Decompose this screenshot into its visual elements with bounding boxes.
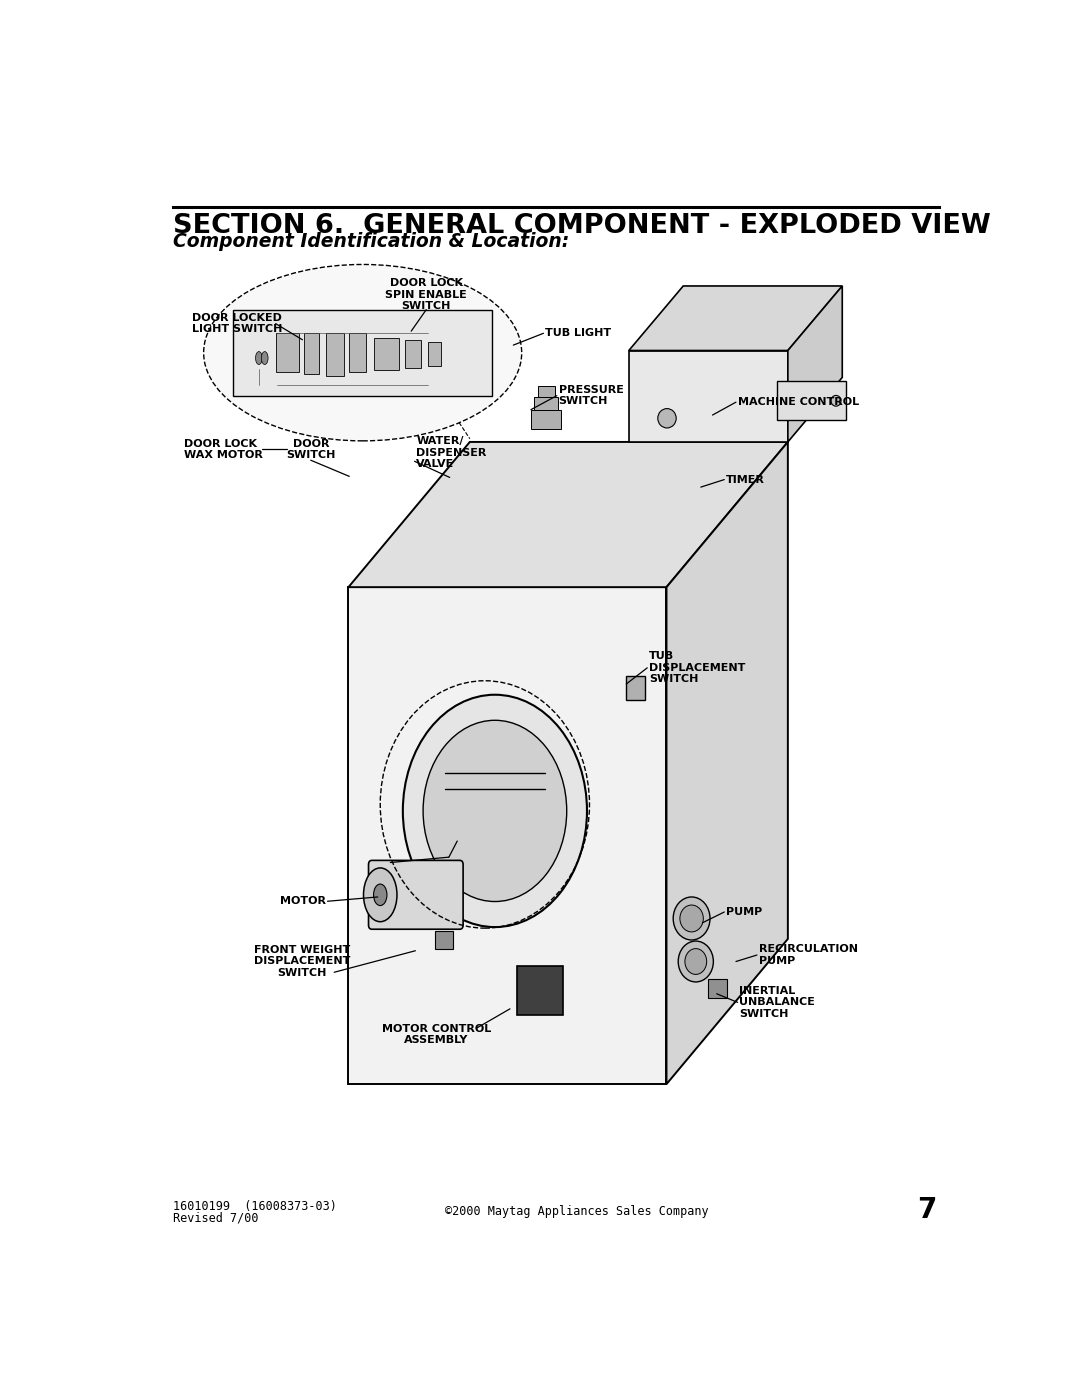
FancyBboxPatch shape <box>531 409 562 429</box>
Polygon shape <box>629 351 788 441</box>
Text: TUB LIGHT: TUB LIGHT <box>545 328 611 338</box>
Ellipse shape <box>403 694 588 928</box>
Text: DOOR
SWITCH: DOOR SWITCH <box>286 439 336 460</box>
Text: MOTOR CONTROL
ASSEMBLY: MOTOR CONTROL ASSEMBLY <box>381 1024 491 1045</box>
Text: DOOR LOCK
WAX MOTOR: DOOR LOCK WAX MOTOR <box>184 439 262 460</box>
FancyBboxPatch shape <box>538 386 554 397</box>
FancyBboxPatch shape <box>778 381 846 420</box>
Ellipse shape <box>261 352 268 365</box>
Polygon shape <box>666 441 788 1084</box>
FancyBboxPatch shape <box>326 334 345 376</box>
Text: 16010199  (16008373-03): 16010199 (16008373-03) <box>173 1200 337 1214</box>
Text: ©2000 Maytag Appliances Sales Company: ©2000 Maytag Appliances Sales Company <box>445 1204 708 1218</box>
FancyBboxPatch shape <box>374 338 399 370</box>
Text: MOTOR: MOTOR <box>280 897 326 907</box>
FancyBboxPatch shape <box>516 965 563 1016</box>
Text: DOOR LOCK
SPIN ENABLE
SWITCH: DOOR LOCK SPIN ENABLE SWITCH <box>386 278 468 312</box>
Polygon shape <box>349 441 788 587</box>
Ellipse shape <box>204 264 522 441</box>
Ellipse shape <box>831 395 841 407</box>
Text: SECTION 6.  GENERAL COMPONENT - EXPLODED VIEW: SECTION 6. GENERAL COMPONENT - EXPLODED … <box>173 212 990 239</box>
FancyBboxPatch shape <box>626 676 645 700</box>
Text: Component Identification & Location:: Component Identification & Location: <box>173 232 569 251</box>
FancyBboxPatch shape <box>349 334 366 372</box>
FancyBboxPatch shape <box>708 979 727 997</box>
FancyBboxPatch shape <box>434 932 454 949</box>
Text: PUMP: PUMP <box>726 907 762 916</box>
Text: MACHINE CONTROL: MACHINE CONTROL <box>738 397 859 407</box>
FancyBboxPatch shape <box>275 334 299 372</box>
FancyBboxPatch shape <box>405 339 421 367</box>
Text: FRONT WEIGHT
DISPLACEMENT
SWITCH: FRONT WEIGHT DISPLACEMENT SWITCH <box>254 944 351 978</box>
Ellipse shape <box>673 897 710 940</box>
Ellipse shape <box>680 905 703 932</box>
Ellipse shape <box>374 884 387 905</box>
Ellipse shape <box>423 721 567 901</box>
FancyBboxPatch shape <box>233 310 492 395</box>
Text: RECIRCULATION
PUMP: RECIRCULATION PUMP <box>758 944 858 965</box>
FancyBboxPatch shape <box>305 334 320 374</box>
Text: INERTIAL
UNBALANCE
SWITCH: INERTIAL UNBALANCE SWITCH <box>740 986 815 1018</box>
Polygon shape <box>349 587 666 1084</box>
Text: DOOR LOCKED
LIGHT SWITCH: DOOR LOCKED LIGHT SWITCH <box>192 313 282 334</box>
Text: Revised 7/00: Revised 7/00 <box>173 1211 258 1224</box>
FancyBboxPatch shape <box>368 861 463 929</box>
Ellipse shape <box>256 352 262 365</box>
Polygon shape <box>629 286 842 351</box>
Text: WATER/
DISPENSER
VALVE: WATER/ DISPENSER VALVE <box>416 436 487 469</box>
Ellipse shape <box>678 942 714 982</box>
Ellipse shape <box>685 949 706 975</box>
Text: TIMER: TIMER <box>726 475 765 485</box>
FancyBboxPatch shape <box>428 342 441 366</box>
Text: 7: 7 <box>917 1196 936 1224</box>
Text: TUB
DISPLACEMENT
SWITCH: TUB DISPLACEMENT SWITCH <box>649 651 745 685</box>
FancyBboxPatch shape <box>535 397 558 409</box>
Polygon shape <box>788 286 842 441</box>
Text: PRESSURE
SWITCH: PRESSURE SWITCH <box>558 386 623 407</box>
Ellipse shape <box>364 868 397 922</box>
Ellipse shape <box>658 408 676 427</box>
